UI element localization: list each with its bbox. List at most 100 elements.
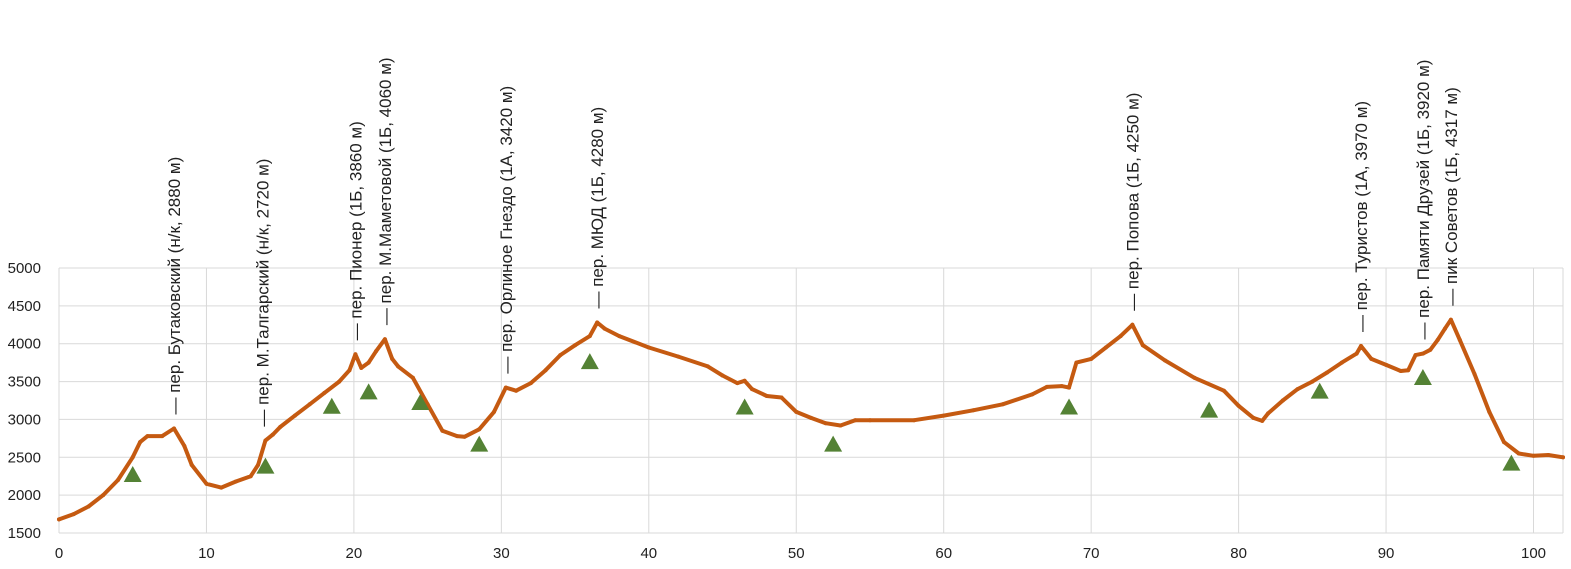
elevation-point (382, 337, 387, 342)
elevation-point (1059, 384, 1064, 389)
elevation-point (1030, 392, 1035, 397)
elevation-point (912, 418, 917, 423)
elevation-point (794, 409, 799, 414)
elevation-point (1487, 409, 1492, 414)
elevation-point (742, 378, 747, 383)
triangle-marker-icon (735, 398, 754, 415)
elevation-point (101, 493, 106, 498)
elevation-point (263, 438, 268, 443)
elevation-point (278, 425, 283, 429)
y-tick-label: 2500 (8, 449, 41, 466)
triangle-marker-icon (411, 394, 430, 411)
y-tick-label: 4000 (8, 336, 41, 353)
pass-annotations: — пер. Бутаковский (н/к, 2880 м) — пер. М… (165, 57, 1461, 426)
elevation-point (1192, 375, 1197, 380)
elevation-point (1280, 398, 1285, 403)
elevation-point (1472, 372, 1477, 376)
x-tick-label: 50 (788, 545, 805, 562)
pass-label: — пер. Бутаковский (н/к, 2880 м) (165, 157, 184, 415)
pass-label: — пер. Памяти Друзей (1Б, 3920 м) (1414, 60, 1433, 340)
elevation-point (809, 415, 813, 420)
elevation-point (1384, 362, 1389, 367)
elevation-point (130, 455, 135, 460)
elevation-point (823, 421, 828, 426)
elevation-point (248, 474, 253, 479)
triangle-marker-icon (824, 435, 843, 452)
elevation-point (602, 326, 607, 331)
elevation-point (410, 375, 415, 380)
x-tick-label: 0 (55, 545, 63, 562)
x-tick-label: 60 (935, 545, 952, 562)
triangle-marker-icon (1502, 454, 1521, 471)
elevation-point (366, 360, 371, 365)
elevation-point (347, 368, 352, 373)
elevation-point (1000, 402, 1005, 407)
elevation-point (1420, 351, 1425, 356)
elevation-point (307, 402, 312, 407)
elevation-point (1369, 356, 1374, 361)
triangle-marker-icon (1413, 369, 1432, 386)
elevation-point (462, 434, 467, 439)
elevation-point (1251, 415, 1256, 420)
elevation-point (1044, 384, 1049, 389)
elevation-point (1089, 356, 1094, 361)
x-tick-label: 40 (640, 545, 657, 562)
triangle-marker-icon (123, 465, 142, 482)
elevation-point (1310, 379, 1315, 384)
y-tick-label: 3000 (8, 411, 41, 428)
elevation-point (528, 381, 533, 386)
elevation-point (543, 368, 548, 373)
elevation-point (1546, 453, 1551, 457)
elevation-point (1531, 453, 1536, 458)
elevation-point (477, 427, 482, 432)
triangle-marker-icon (322, 397, 341, 414)
elevation-point (292, 413, 297, 418)
elevation-point (1516, 451, 1521, 456)
elevation-point (204, 481, 209, 486)
x-tick-label: 10 (198, 545, 215, 562)
elevation-point (138, 440, 143, 445)
elevation-point (160, 434, 165, 439)
triangle-marker-icon (359, 383, 378, 400)
y-axis-ticks: 1500 2000 2500 3000 3500 4000 4500 5000 (8, 260, 41, 542)
elevation-point (676, 354, 681, 359)
elevation-point (595, 320, 600, 325)
elevation-point (1067, 385, 1071, 390)
pass-label: — пер. Попова (1Б, 4250 м) (1123, 93, 1142, 311)
elevation-point (853, 418, 858, 423)
elevation-point (172, 426, 176, 431)
triangle-marker-icon (1060, 398, 1079, 415)
elevation-point (1295, 387, 1300, 392)
elevation-point (558, 353, 563, 358)
pass-label: — пер. МЮД (1Б, 4280 м) (588, 107, 607, 309)
triangle-marker-icon (470, 435, 489, 452)
elevation-point (587, 334, 592, 339)
elevation-point (374, 349, 378, 354)
x-tick-label: 20 (346, 545, 363, 562)
pass-label: — пер. Пионер (1Б, 3860 м) (346, 121, 365, 340)
elevation-point (440, 428, 445, 433)
elevation-point (1118, 334, 1123, 339)
elevation-point (1406, 368, 1411, 373)
elevation-point (1502, 440, 1506, 445)
elevation-point (270, 432, 275, 437)
elevation-point (971, 408, 976, 413)
elevation-point (116, 478, 120, 482)
elevation-point (573, 343, 578, 348)
elevation-point (646, 345, 651, 350)
elevation-point (1130, 322, 1135, 327)
elevation-point (1325, 370, 1330, 375)
elevation-point (57, 517, 61, 522)
campsite-markers (123, 353, 1521, 482)
elevation-point (1428, 347, 1433, 352)
elevation-point (1413, 353, 1418, 358)
elevation-point (1103, 345, 1108, 350)
x-axis-ticks: 0 10 20 30 40 50 60 70 80 90 100 (55, 545, 1546, 562)
elevation-point (390, 356, 395, 361)
y-tick-label: 2000 (8, 487, 41, 504)
elevation-point (86, 504, 91, 509)
elevation-point (322, 390, 327, 395)
elevation-point (182, 443, 187, 448)
elevation-point (1448, 317, 1453, 322)
